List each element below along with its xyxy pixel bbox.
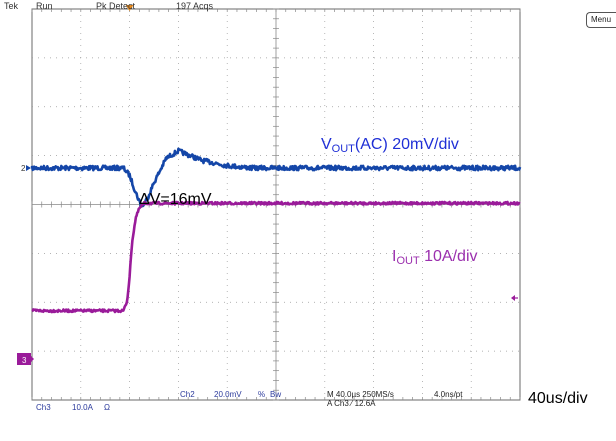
iout-scale: 10A/div — [419, 248, 478, 265]
ch3-scale: 10.0A — [72, 403, 93, 412]
ch2-coupling: % — [258, 390, 266, 399]
trigger-level-arrow — [511, 295, 515, 301]
bandwidth-label: Bw — [270, 390, 282, 399]
ch2-ground-marker — [26, 165, 31, 171]
ch3-ground-pointer — [31, 356, 34, 362]
vout-trace — [30, 147, 522, 208]
acquisition-mode: Pk Detect — [96, 1, 136, 11]
ch3-ground-marker — [17, 353, 31, 365]
timebase-annotation: 40us/div — [528, 390, 588, 407]
delta-v-annotation: ΔV=16mV — [139, 191, 212, 208]
menu-label: Menu — [591, 15, 612, 24]
vout-scale: (AC) 20mV/div — [354, 136, 459, 153]
ch2-marker-label: 2 — [21, 164, 26, 173]
vout-symbol: V — [321, 136, 332, 153]
ch2-scale: 20.0mV — [214, 390, 242, 399]
iout-symbol: I — [392, 248, 397, 265]
vout-subscript: OUT — [331, 143, 355, 155]
acquisition-count: 197 Acqs — [176, 1, 214, 11]
iout-trace — [31, 200, 521, 314]
vout-annotation: VOUT(AC) 20mV/div — [321, 136, 459, 155]
trigger-position-marker — [125, 5, 134, 11]
iout-subscript: OUT — [396, 255, 420, 267]
menu-button[interactable]: Menu — [586, 12, 616, 28]
ch3-marker-label: 3 — [22, 356, 27, 365]
trigger-readout: A Ch3 ⁄ 12.6A — [327, 399, 376, 408]
iout-annotation: IOUT 10A/div — [392, 248, 478, 267]
brand-label: Tek — [4, 1, 19, 11]
markers — [17, 5, 518, 365]
ch3-label: Ch3 — [36, 403, 51, 412]
ch3-coupling: Ω — [104, 403, 110, 412]
horizontal-readout: M 40.0µs 250MS/s — [327, 390, 394, 399]
ch2-label: Ch2 — [180, 390, 195, 399]
traces — [30, 147, 522, 314]
run-status: Run — [36, 1, 53, 11]
sample-interval: 4.0ns/pt — [434, 390, 463, 399]
